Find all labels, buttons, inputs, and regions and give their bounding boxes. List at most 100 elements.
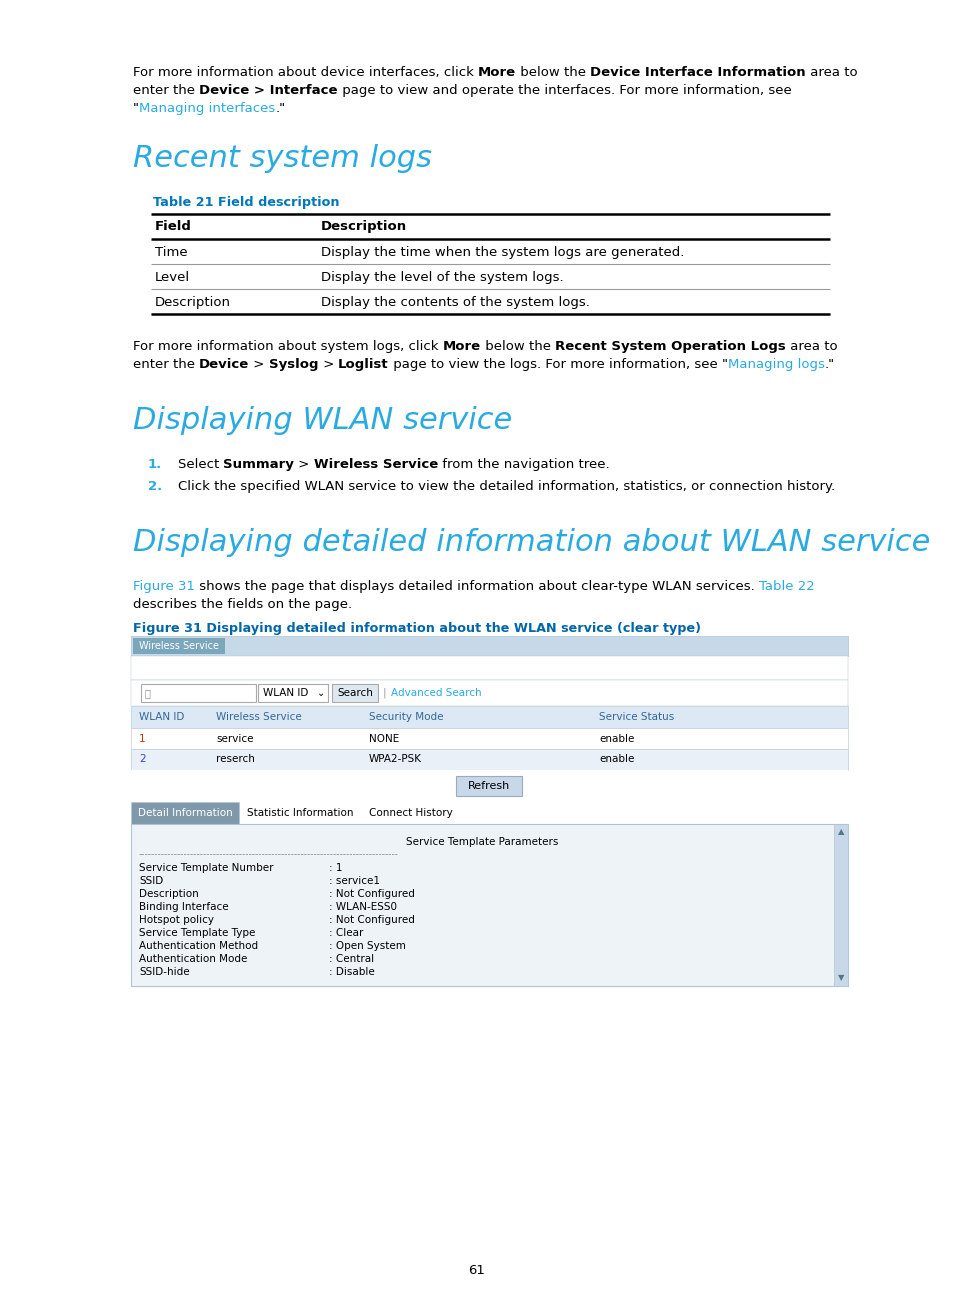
Text: below the: below the <box>480 340 555 353</box>
Text: shows the page that displays detailed information about clear-type WLAN services: shows the page that displays detailed in… <box>194 581 759 594</box>
Text: Device Interface Information: Device Interface Information <box>590 66 805 79</box>
Text: >: > <box>318 358 338 371</box>
Text: NONE: NONE <box>369 734 399 744</box>
Text: : Clear: : Clear <box>329 928 363 938</box>
Bar <box>131 749 847 770</box>
Text: Service Template Parameters: Service Template Parameters <box>406 837 558 848</box>
Text: service: service <box>215 734 253 744</box>
Text: SSID-hide: SSID-hide <box>139 967 190 977</box>
Text: .": ." <box>824 358 834 371</box>
Text: : Open System: : Open System <box>329 941 405 951</box>
Text: 1.: 1. <box>148 457 162 470</box>
Text: Device: Device <box>199 358 250 371</box>
Text: Summary: Summary <box>223 457 294 470</box>
Text: Security Mode: Security Mode <box>369 712 443 722</box>
Text: Figure 31 Displaying detailed information about the WLAN service (clear type): Figure 31 Displaying detailed informatio… <box>132 622 700 635</box>
Text: enter the: enter the <box>132 358 199 371</box>
Text: Time: Time <box>154 246 188 259</box>
Text: ▲: ▲ <box>837 828 843 836</box>
Text: Click the specified WLAN service to view the detailed information, statistics, o: Click the specified WLAN service to view… <box>178 480 834 492</box>
Text: : 1: : 1 <box>329 863 342 874</box>
Bar <box>131 728 847 749</box>
Text: area to: area to <box>805 66 857 79</box>
Text: page to view and operate the interfaces. For more information, see: page to view and operate the interfaces.… <box>337 84 791 97</box>
Bar <box>131 824 847 986</box>
Text: Search: Search <box>336 688 373 699</box>
Text: Wireless Service: Wireless Service <box>139 642 219 651</box>
Text: : Central: : Central <box>329 954 374 964</box>
Text: WLAN ID: WLAN ID <box>263 688 309 699</box>
Text: More: More <box>477 66 516 79</box>
Text: Managing logs: Managing logs <box>727 358 824 371</box>
Text: Select: Select <box>178 457 223 470</box>
Text: Displaying WLAN service: Displaying WLAN service <box>132 406 512 435</box>
Text: 2: 2 <box>139 754 146 765</box>
Bar <box>141 684 255 702</box>
Bar <box>132 638 225 654</box>
Bar <box>131 656 847 680</box>
Text: Hotspot policy: Hotspot policy <box>139 915 213 925</box>
Text: Level: Level <box>154 271 190 284</box>
Text: enter the: enter the <box>132 84 199 97</box>
Text: : service1: : service1 <box>329 876 379 886</box>
Text: : Disable: : Disable <box>329 967 375 977</box>
Text: Authentication Mode: Authentication Mode <box>139 954 247 964</box>
Text: Field: Field <box>154 220 192 233</box>
Text: --------------------------------------------------------------------------------: ----------------------------------------… <box>139 850 398 859</box>
Text: Display the contents of the system logs.: Display the contents of the system logs. <box>320 295 589 308</box>
Text: describes the fields on the page.: describes the fields on the page. <box>132 597 352 610</box>
Text: Displaying detailed information about WLAN service: Displaying detailed information about WL… <box>132 527 929 557</box>
Text: Wireless Service: Wireless Service <box>215 712 301 722</box>
Text: Display the time when the system logs are generated.: Display the time when the system logs ar… <box>320 246 683 259</box>
Text: Service Template Type: Service Template Type <box>139 928 255 938</box>
Text: |: | <box>382 688 386 699</box>
Text: ⌄: ⌄ <box>316 688 325 699</box>
Text: WPA2-PSK: WPA2-PSK <box>369 754 421 765</box>
Bar <box>131 706 847 728</box>
Text: Service Status: Service Status <box>598 712 674 722</box>
Bar <box>833 824 847 986</box>
Text: 61: 61 <box>468 1264 485 1277</box>
Text: Binding Interface: Binding Interface <box>139 902 229 912</box>
Text: : Not Configured: : Not Configured <box>329 889 415 899</box>
Text: Display the level of the system logs.: Display the level of the system logs. <box>320 271 563 284</box>
Text: reserch: reserch <box>215 754 254 765</box>
Text: For more information about system logs, click: For more information about system logs, … <box>132 340 442 353</box>
Text: .": ." <box>275 102 285 115</box>
Text: below the: below the <box>516 66 590 79</box>
Text: Statistic Information: Statistic Information <box>247 807 354 818</box>
Bar <box>456 776 522 796</box>
Text: Recent system logs: Recent system logs <box>132 144 432 172</box>
Text: ": " <box>132 102 139 115</box>
Text: WLAN ID: WLAN ID <box>139 712 184 722</box>
Text: Description: Description <box>320 220 407 233</box>
Text: Description: Description <box>139 889 198 899</box>
Text: : WLAN-ESS0: : WLAN-ESS0 <box>329 902 396 912</box>
Text: Device > Interface: Device > Interface <box>199 84 337 97</box>
Text: from the navigation tree.: from the navigation tree. <box>437 457 609 470</box>
Text: Advanced Search: Advanced Search <box>391 688 481 699</box>
Text: 2.: 2. <box>148 480 162 492</box>
Text: Table 22: Table 22 <box>759 581 814 594</box>
Text: enable: enable <box>598 734 634 744</box>
Text: SSID: SSID <box>139 876 163 886</box>
Bar <box>131 636 847 656</box>
Text: Table 21 Field description: Table 21 Field description <box>152 196 339 209</box>
Text: enable: enable <box>598 754 634 765</box>
Text: ▼: ▼ <box>837 973 843 982</box>
Text: Description: Description <box>154 295 231 308</box>
Text: Recent System Operation Logs: Recent System Operation Logs <box>555 340 785 353</box>
Text: : Not Configured: : Not Configured <box>329 915 415 925</box>
Text: Detail Information: Detail Information <box>137 807 233 818</box>
Text: Connect History: Connect History <box>369 807 453 818</box>
Text: Wireless Service: Wireless Service <box>314 457 437 470</box>
Text: Managing interfaces: Managing interfaces <box>139 102 275 115</box>
Bar <box>131 680 847 706</box>
Text: 1: 1 <box>139 734 146 744</box>
Text: Syslog: Syslog <box>269 358 318 371</box>
Text: area to: area to <box>785 340 837 353</box>
Bar <box>131 802 239 824</box>
Text: Refresh: Refresh <box>468 781 510 791</box>
Text: >: > <box>250 358 269 371</box>
Text: For more information about device interfaces, click: For more information about device interf… <box>132 66 477 79</box>
